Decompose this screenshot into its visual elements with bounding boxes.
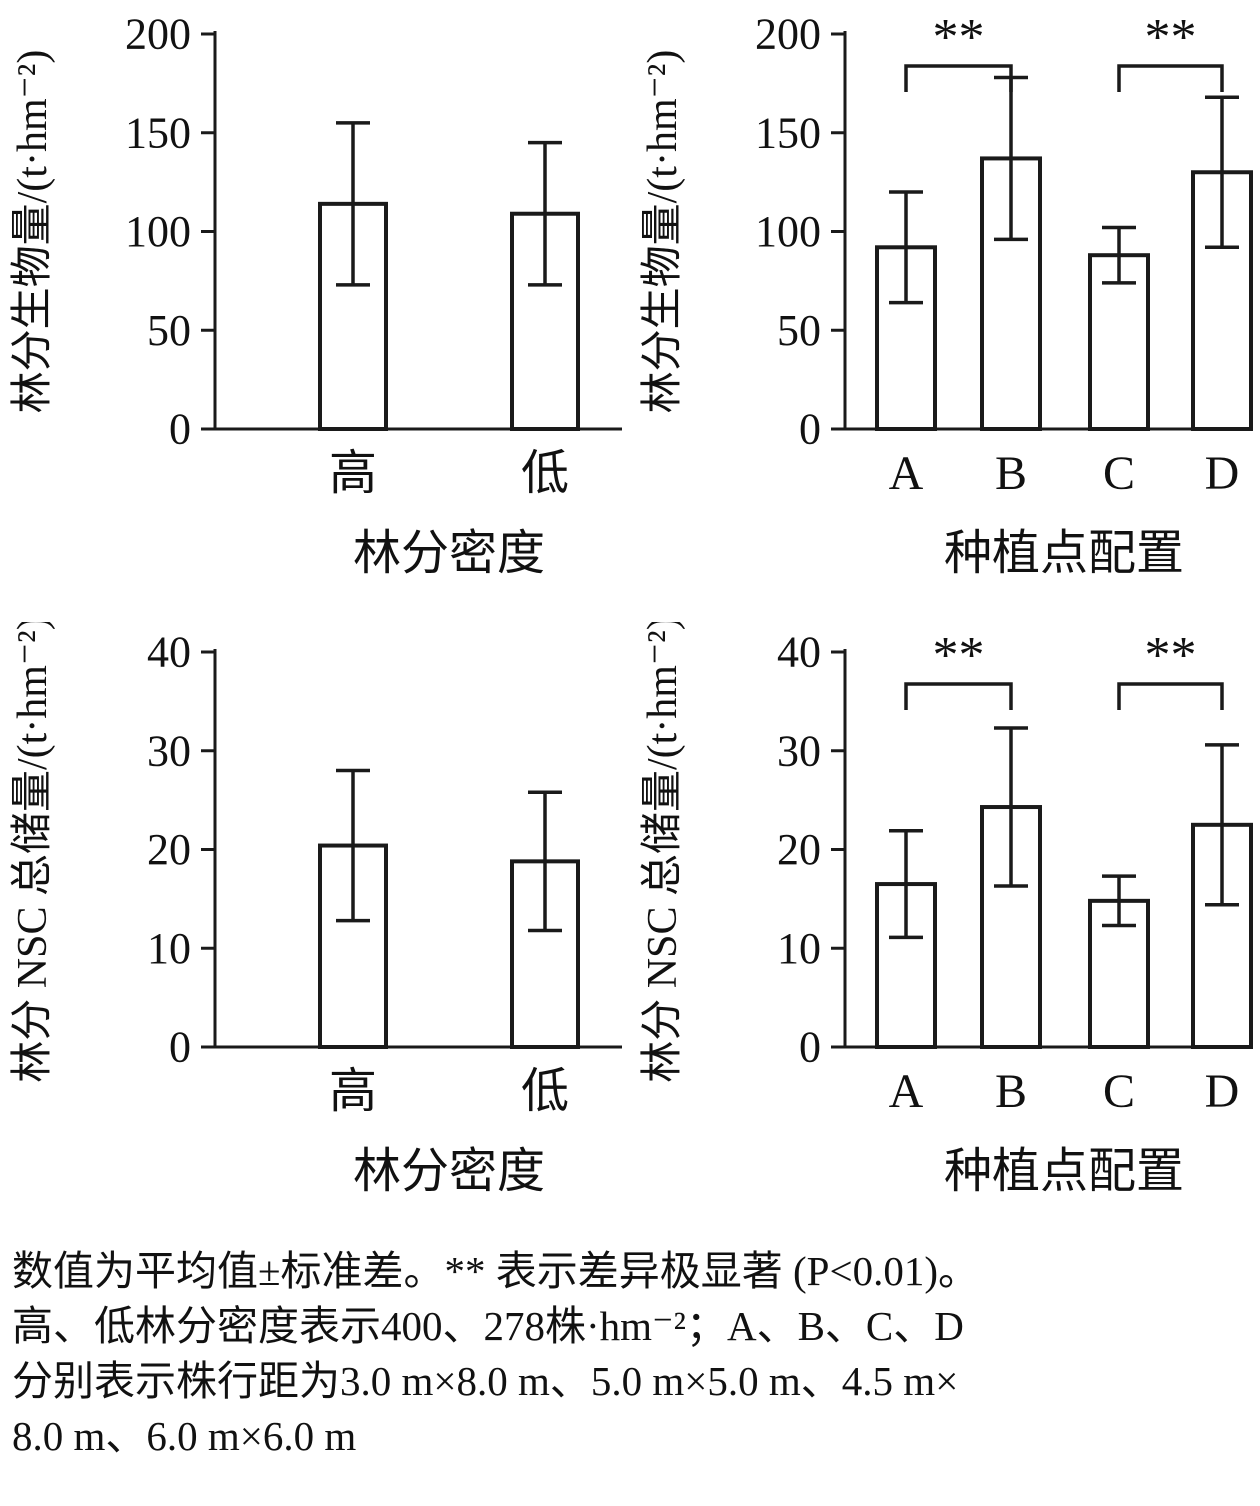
y-tick-label: 0 xyxy=(169,405,191,454)
chart-svg: 林分 NSC 总储量/(t·hm⁻²) 0 10 20 30 40 ** ** A B C D 种植点配… xyxy=(640,616,1253,1198)
x-tick-label: D xyxy=(1205,447,1240,500)
x-tick-label: C xyxy=(1103,447,1135,500)
y-tick-label: 200 xyxy=(755,10,821,59)
caption-line-4: 8.0 m、6.0 m×6.0 m xyxy=(12,1413,357,1459)
significance-bracket xyxy=(1117,682,1224,710)
y-tick-label: 20 xyxy=(777,825,821,874)
chart-nsc-storage-by-planting-config: 林分 NSC 总储量/(t·hm⁻²) 0 10 20 30 40 ** ** A B C D 种植点配… xyxy=(630,616,1260,1214)
significance-bracket xyxy=(904,64,1013,92)
x-tick-label: 高 xyxy=(329,447,377,500)
x-axis-title: 林分密度 xyxy=(353,1145,545,1198)
significance-label: ** xyxy=(1145,627,1197,684)
x-tick-label: B xyxy=(995,1065,1027,1118)
y-tick-label: 30 xyxy=(147,726,191,775)
y-tick-label: 100 xyxy=(755,207,821,256)
chart-biomass-by-planting-config: 林分生物量/(t·hm⁻²) 0 50 100 150 200 ** ** A B C D 种植点配置 xyxy=(630,4,1260,596)
significance-bracket xyxy=(1117,64,1224,92)
chart-biomass-by-density: 林分生物量/(t·hm⁻²) 0 50 100 150 200 高 低林分密度 xyxy=(0,4,630,596)
caption-line-1: 数值为平均值±标准差。** 表示差异极显著 (P<0.01)。 xyxy=(12,1248,979,1294)
significance-label: ** xyxy=(1145,9,1197,66)
y-tick-label: 100 xyxy=(125,207,191,256)
chart-svg: 林分 NSC 总储量/(t·hm⁻²) 0 10 20 30 40 高 低林分密度 xyxy=(10,616,622,1198)
y-tick-label: 40 xyxy=(147,628,191,677)
x-tick-label: 低 xyxy=(521,447,569,500)
y-tick-label: 10 xyxy=(147,924,191,973)
y-tick-label: 200 xyxy=(125,10,191,59)
x-tick-label: 低 xyxy=(521,1065,569,1118)
caption-line-2: 高、低林分密度表示400、278株·hm⁻²；A、B、C、D xyxy=(12,1303,964,1349)
y-axis-title: 林分 NSC 总储量/(t·hm⁻²) xyxy=(10,622,56,1083)
y-tick-label: 150 xyxy=(125,108,191,157)
figure-caption: 数值为平均值±标准差。** 表示差异极显著 (P<0.01)。 高、低林分密度表… xyxy=(0,1244,1260,1474)
chart-svg: 林分生物量/(t·hm⁻²) 0 50 100 150 200 ** ** A B C D 种植点配置 xyxy=(640,9,1253,580)
x-axis-title: 种植点配置 xyxy=(944,1145,1184,1198)
y-axis-title: 林分 NSC 总储量/(t·hm⁻²) xyxy=(640,622,686,1083)
bar xyxy=(980,156,1042,432)
significance-label: ** xyxy=(933,9,985,66)
significance-bracket xyxy=(904,682,1013,710)
y-tick-label: 0 xyxy=(799,1023,821,1072)
y-tick-label: 10 xyxy=(777,924,821,973)
y-tick-label: 150 xyxy=(755,108,821,157)
x-axis-title: 种植点配置 xyxy=(944,527,1184,580)
y-tick-label: 0 xyxy=(799,405,821,454)
y-tick-label: 0 xyxy=(169,1023,191,1072)
chart-nsc-storage-by-density: 林分 NSC 总储量/(t·hm⁻²) 0 10 20 30 40 高 低林分密度 xyxy=(0,616,630,1214)
significance-label: ** xyxy=(933,627,985,684)
bar xyxy=(1088,253,1150,431)
y-axis-title: 林分生物量/(t·hm⁻²) xyxy=(640,50,686,414)
y-tick-label: 50 xyxy=(777,306,821,355)
x-tick-label: A xyxy=(889,1065,924,1118)
x-tick-label: A xyxy=(889,447,924,500)
x-tick-label: C xyxy=(1103,1065,1135,1118)
caption-line-3: 分别表示株行距为3.0 m×8.0 m、5.0 m×5.0 m、4.5 m× xyxy=(12,1358,959,1404)
y-tick-label: 40 xyxy=(777,628,821,677)
x-tick-label: 高 xyxy=(329,1065,377,1118)
y-axis-title: 林分生物量/(t·hm⁻²) xyxy=(10,50,56,414)
charts-grid: 林分生物量/(t·hm⁻²) 0 50 100 150 200 高低林分密度 林分生物量/(… xyxy=(0,4,1260,1214)
x-tick-label: B xyxy=(995,447,1027,500)
y-tick-label: 20 xyxy=(147,825,191,874)
chart-svg: 林分生物量/(t·hm⁻²) 0 50 100 150 200 高 低林分密度 xyxy=(10,10,622,580)
x-axis-title: 林分密度 xyxy=(353,527,545,580)
y-tick-label: 50 xyxy=(147,306,191,355)
x-tick-label: D xyxy=(1205,1065,1240,1118)
y-tick-label: 30 xyxy=(777,726,821,775)
